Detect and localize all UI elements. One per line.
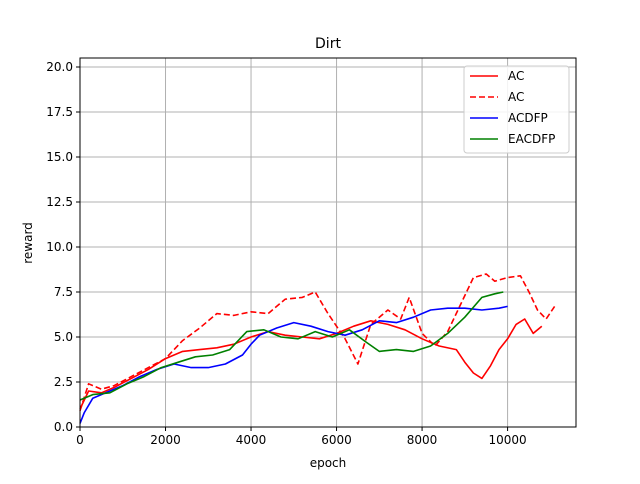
x-tick-label: 10000 (488, 433, 526, 447)
y-tick-label: 20.0 (46, 60, 73, 74)
series-layer (79, 273, 556, 424)
x-tick-label: 0 (76, 433, 84, 447)
y-tick-label: 2.5 (54, 375, 73, 389)
legend: AC AC ACDFP EACDFP (463, 65, 570, 154)
y-tick-label: 0.0 (54, 420, 73, 434)
x-axis-label: epoch (310, 456, 347, 470)
chart-title: Dirt (315, 36, 341, 52)
y-tick-label: 12.5 (46, 195, 73, 209)
y-tick-label: 15.0 (46, 150, 73, 164)
legend-label: AC (508, 69, 524, 83)
legend-box (463, 65, 570, 154)
legend-label: ACDFP (508, 111, 548, 125)
y-tick-label: 10.0 (46, 240, 73, 254)
x-tick-label: 2000 (150, 433, 181, 447)
x-tick-label: 6000 (321, 433, 352, 447)
y-tick-label: 7.5 (54, 285, 73, 299)
y-axis-label: reward (21, 222, 35, 264)
legend-label: EACDFP (508, 132, 555, 146)
series-line-2 (79, 305, 508, 424)
y-axis: 0.0 2.5 5.0 7.5 10.0 12.5 15.0 17.5 20.0 (46, 60, 80, 434)
legend-label: AC (508, 90, 524, 104)
plot-frame (79, 57, 577, 428)
x-axis: 0 2000 4000 6000 8000 10000 (76, 427, 527, 447)
y-tick-label: 17.5 (46, 105, 73, 119)
x-tick-label: 4000 (236, 433, 267, 447)
grid (79, 58, 576, 428)
series-line-1 (79, 273, 556, 412)
x-tick-label: 8000 (407, 433, 438, 447)
y-tick-label: 5.0 (54, 330, 73, 344)
series-line-3 (79, 291, 504, 401)
